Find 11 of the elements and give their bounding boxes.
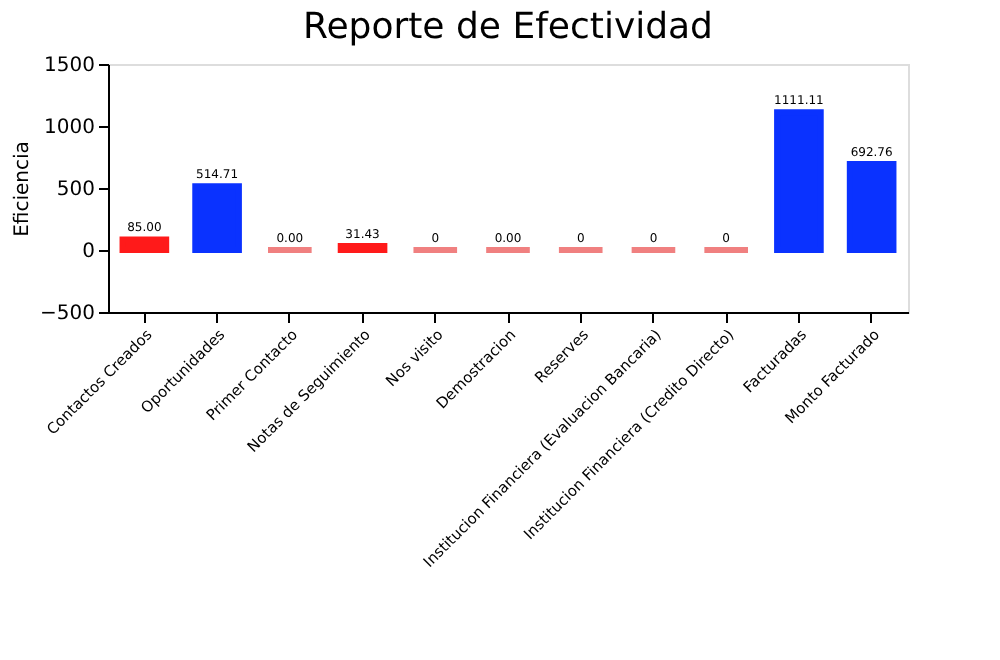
y-tick-label: 1500 <box>44 55 95 77</box>
bar <box>846 161 897 253</box>
bar <box>774 109 824 253</box>
y-tick-label: −500 <box>40 303 95 325</box>
chart-title: Reporte de Efectividad <box>303 6 713 48</box>
y-axis-title: Eficiencia <box>12 141 35 237</box>
y-tick-label: 500 <box>56 179 95 201</box>
y-tick-label: 1000 <box>44 117 95 139</box>
bar <box>192 183 242 253</box>
y-tick-label: 0 <box>82 241 95 263</box>
bar <box>119 236 170 253</box>
